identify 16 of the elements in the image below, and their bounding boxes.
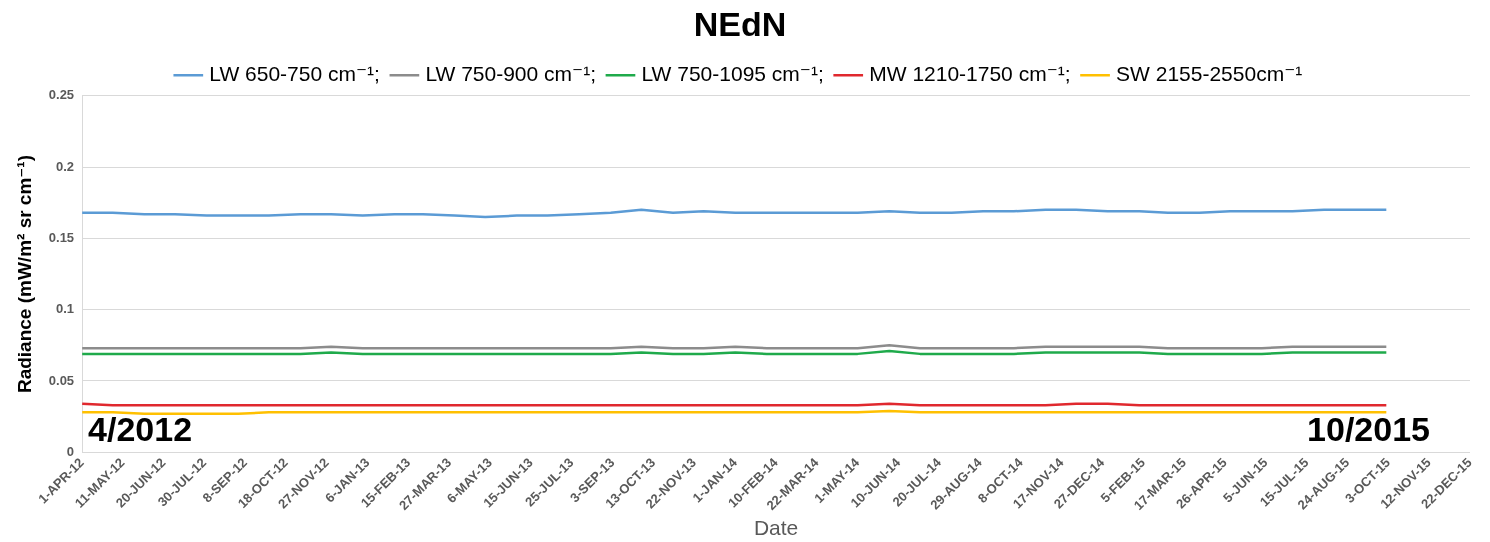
y-tick-label: 0 (66, 443, 75, 459)
legend-label: SW 2155-2550cm⁻¹ (1116, 62, 1303, 86)
legend-label: LW 750-1095 cm⁻¹; (641, 62, 824, 86)
x-axis-title: Date (753, 516, 799, 540)
y-tick-label: 0.25 (48, 87, 75, 103)
y-axis-title: Radiance (mW/m² sr cm⁻¹) (13, 154, 35, 394)
annotation: 10/2015 (1307, 409, 1430, 448)
legend-label: LW 650-750 cm⁻¹; (209, 62, 380, 86)
y-tick-label: 0.05 (48, 372, 75, 388)
y-tick-label: 0.15 (48, 229, 75, 245)
y-tick-label: 0.1 (56, 301, 75, 317)
annotation: 4/2012 (88, 409, 193, 448)
chart-title: NEdN (693, 4, 787, 43)
y-tick-label: 0.2 (56, 158, 75, 174)
legend-label: LW 750-900 cm⁻¹; (425, 62, 596, 86)
legend-label: MW 1210-1750 cm⁻¹; (869, 62, 1071, 86)
